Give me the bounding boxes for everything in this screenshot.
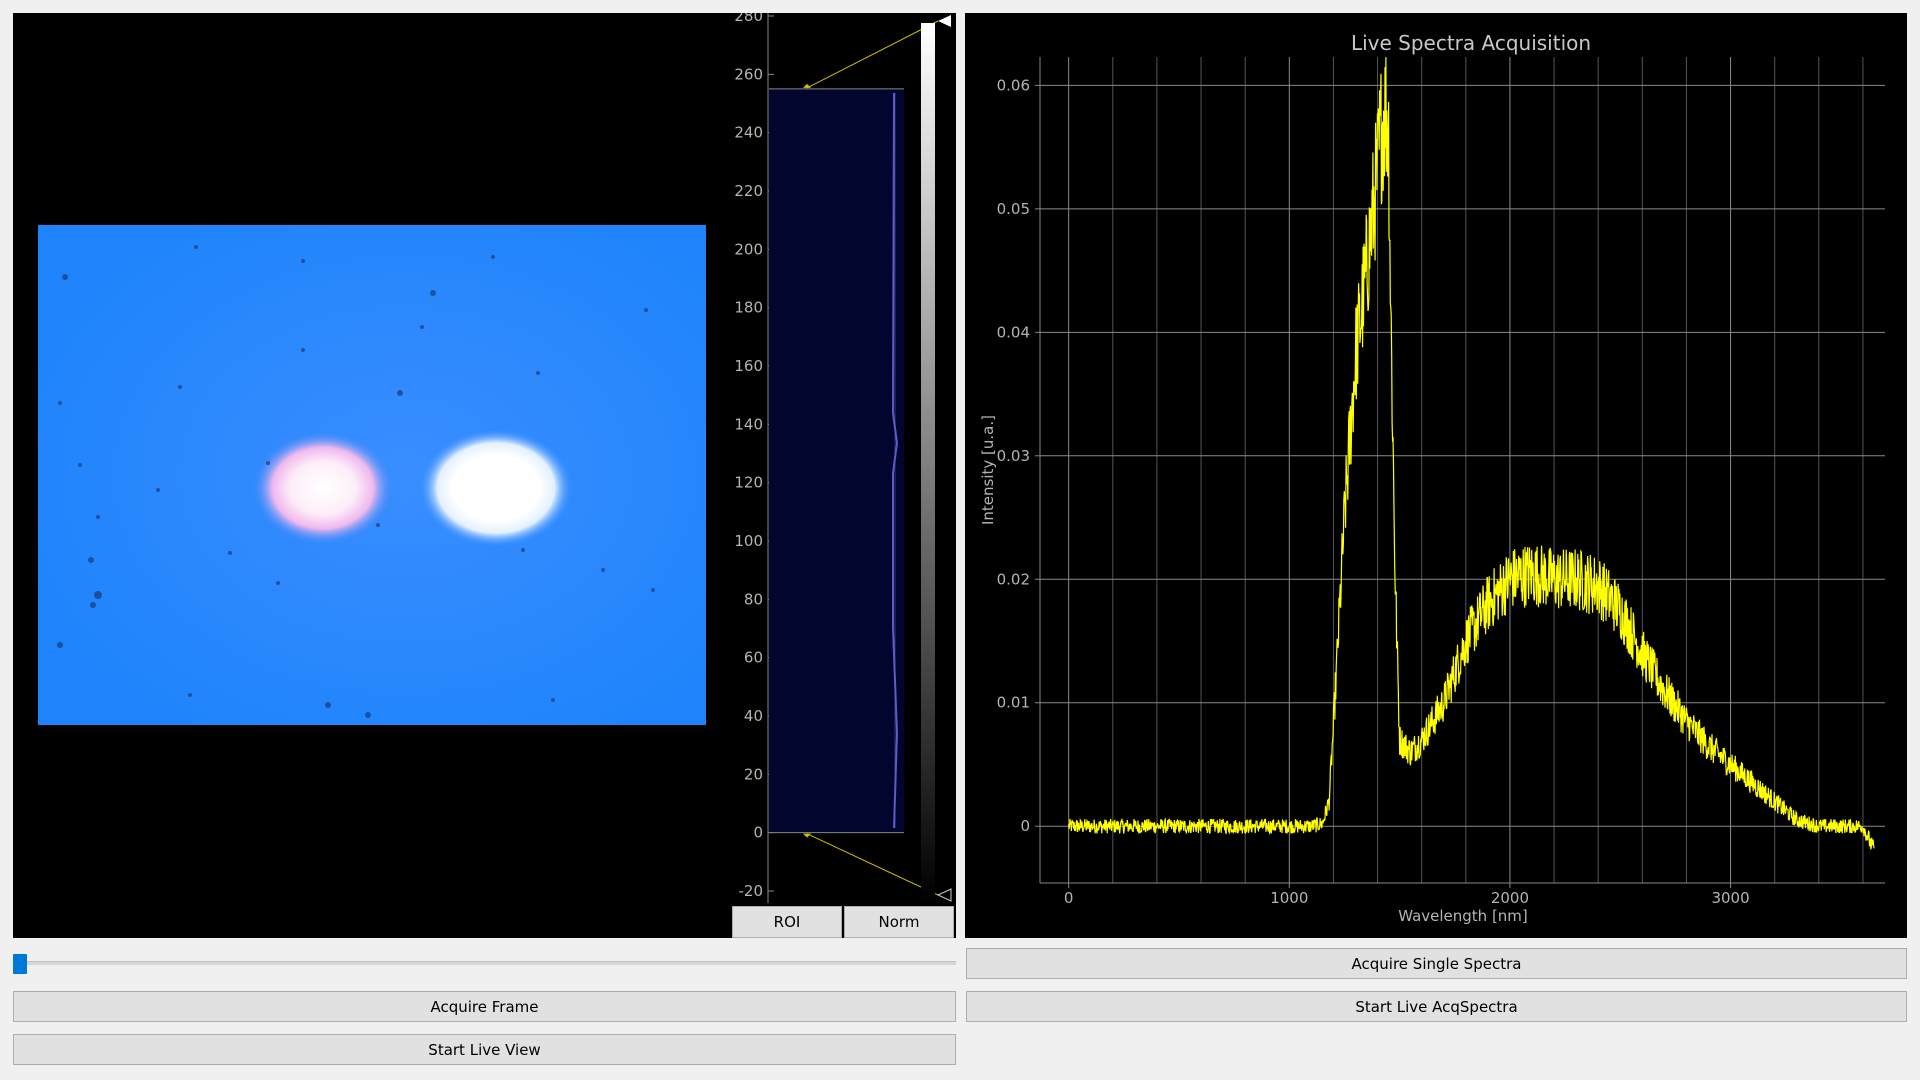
chart-title: Live Spectra Acquisition — [1351, 31, 1591, 55]
microscope-image-content — [38, 225, 706, 725]
y-tick-label: 0.06 — [997, 76, 1030, 94]
lut-gradient-bar[interactable] — [921, 23, 935, 903]
spectrum-line — [1068, 57, 1875, 850]
y-tick-label: 0.02 — [997, 570, 1030, 588]
x-tick-label: 2000 — [1491, 889, 1529, 907]
histogram-tick-label: 20 — [744, 765, 763, 783]
histogram-curve — [891, 92, 899, 829]
histogram-tick-label: 200 — [734, 240, 763, 258]
histogram-tick-label: -20 — [739, 882, 764, 900]
level-max-marker — [803, 83, 811, 88]
histogram-tick-label: 140 — [734, 415, 763, 433]
histogram-level-region[interactable] — [769, 88, 904, 833]
frame-slider-track[interactable] — [13, 961, 956, 965]
chart-grid — [1040, 57, 1885, 883]
norm-button[interactable]: Norm — [844, 906, 954, 938]
level-min-connector — [806, 833, 939, 896]
histogram-tick-label: 40 — [744, 707, 763, 725]
lut-top-handle[interactable] — [938, 15, 951, 27]
y-tick-label: 0.04 — [997, 323, 1030, 341]
level-max-connector — [806, 20, 939, 89]
y-tick-label: 0.01 — [997, 694, 1030, 712]
histogram-tick-label: 180 — [734, 299, 763, 317]
debris-specks — [57, 245, 655, 718]
bright-spot-left — [251, 430, 395, 546]
y-axis-label: Intensity [u.a.] — [979, 415, 997, 525]
x-tick-label: 1000 — [1270, 889, 1308, 907]
acquire-frame-button[interactable]: Acquire Frame — [13, 991, 956, 1022]
histogram-tick-label: 240 — [734, 124, 763, 142]
histogram-svg[interactable]: 280260240220200180160140120100806040200-… — [731, 7, 956, 938]
histogram-tick-label: 120 — [734, 474, 763, 492]
histogram-tick-label: 280 — [734, 13, 763, 25]
level-min-marker — [803, 833, 811, 838]
y-tick-label: 0 — [1020, 817, 1030, 835]
y-tick-label: 0.05 — [997, 200, 1030, 218]
histogram-widget[interactable]: 280 260 240 220 200 180 160 140 120 100 80 60 40 20 0-… — [731, 7, 956, 938]
histogram-tick-label: 100 — [734, 532, 763, 550]
x-tick-label: 0 — [1064, 889, 1074, 907]
roi-button[interactable]: ROI — [732, 906, 842, 938]
histogram-tick-label: 160 — [734, 357, 763, 375]
lut-bottom-handle[interactable] — [936, 888, 952, 902]
start-live-view-button[interactable]: Start Live View — [13, 1034, 956, 1065]
x-axis-label: Wavelength [nm] — [1398, 907, 1528, 925]
microscope-image[interactable] — [38, 225, 706, 725]
y-tick-label: 0.03 — [997, 447, 1030, 465]
spectra-plot[interactable]: Live Spectra Acquisition 0 0.01 0.02 0.03 0.… — [965, 13, 1907, 938]
start-live-acq-spectra-button[interactable]: Start Live AcqSpectra — [966, 991, 1907, 1022]
acquire-single-spectra-button[interactable]: Acquire Single Spectra — [966, 948, 1907, 979]
histogram-tick-label: 0 — [753, 824, 763, 842]
x-tick-label: 3000 — [1711, 889, 1749, 907]
spectra-chart[interactable]: Live Spectra Acquisition 0 0.01 0.02 0.03 0.… — [965, 13, 1907, 938]
bright-spot-right — [418, 428, 574, 548]
frame-slider-handle[interactable] — [13, 954, 27, 974]
histogram-tick-label: 80 — [744, 590, 763, 608]
histogram-tick-label: 60 — [744, 649, 763, 667]
histogram-tick-label: 220 — [734, 182, 763, 200]
image-view[interactable] — [13, 13, 731, 938]
histogram-tick-label: 260 — [734, 65, 763, 83]
